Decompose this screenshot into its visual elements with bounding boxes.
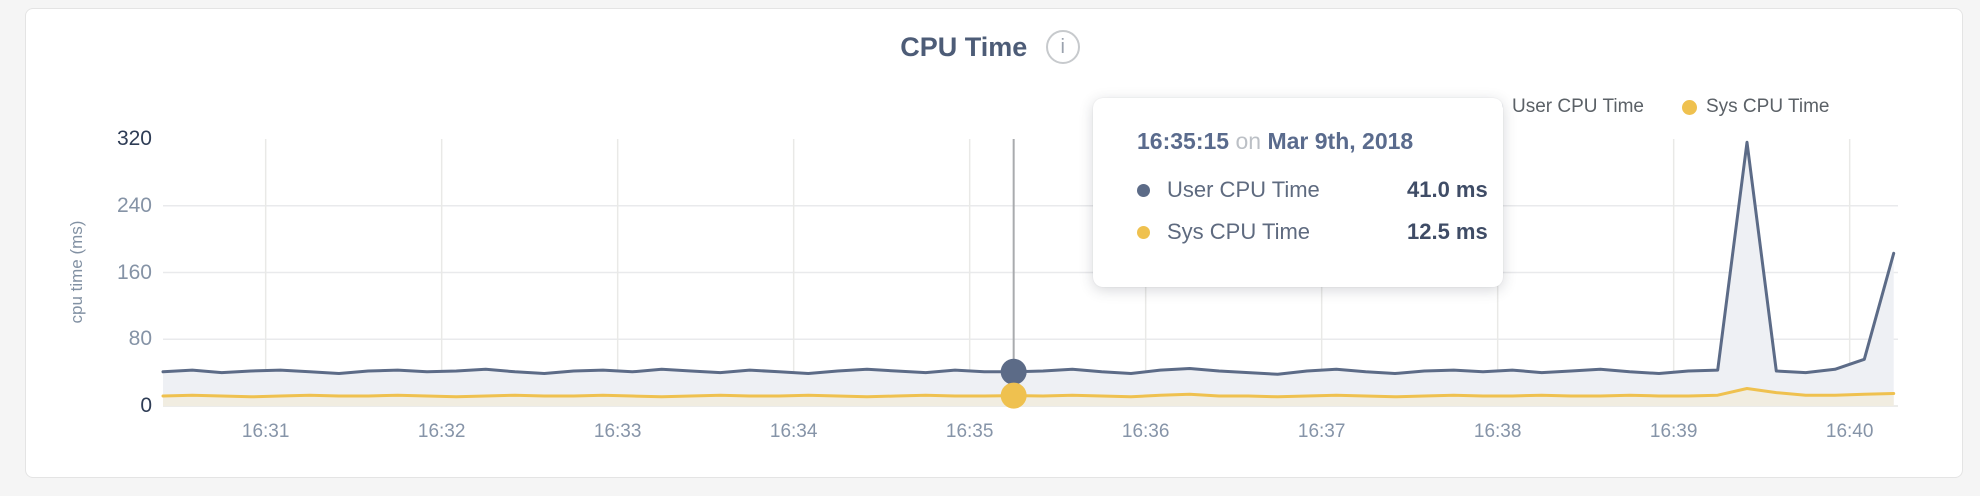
x-tick-label: 16:39	[1649, 421, 1698, 442]
tooltip-timestamp: 16:35:15 on Mar 9th, 2018	[1137, 128, 1413, 155]
chart-header: CPU Time i	[0, 30, 1980, 64]
tooltip-series-value: 41.0 ms	[1407, 177, 1488, 202]
chart-title: CPU Time	[900, 31, 1028, 62]
x-tick-label: 16:36	[1121, 421, 1170, 442]
tooltip-time: 16:35:15	[1137, 128, 1230, 154]
tooltip-series-label: User CPU Time	[1167, 177, 1320, 202]
tooltip-series-label: Sys CPU Time	[1167, 219, 1311, 244]
x-tick-label: 16:33	[593, 421, 642, 442]
x-tick-label: 16:35	[945, 421, 994, 442]
tooltip-date: Mar 9th, 2018	[1267, 128, 1414, 154]
x-tick-label: 16:34	[769, 421, 818, 442]
x-tick-label: 16:32	[417, 421, 466, 442]
legend-label: Sys CPU Time	[1705, 96, 1830, 117]
tooltip-sys-dot-icon	[1137, 225, 1150, 239]
tooltip-preposition: on	[1235, 128, 1262, 154]
legend-label: User CPU Time	[1512, 96, 1644, 117]
user-cpu-area	[163, 142, 1894, 407]
chart-legend: User CPU Time Sys CPU Time	[1488, 96, 1830, 118]
tooltip-series-value: 12.5 ms	[1407, 219, 1488, 244]
tooltip-user-dot-icon	[1137, 183, 1150, 197]
tooltip-row-user: User CPU Time 41.0 ms	[1137, 177, 1488, 203]
x-tick-label: 16:38	[1473, 421, 1522, 442]
x-tick-label: 16:31	[241, 421, 290, 442]
y-tick-label: 160	[116, 260, 152, 284]
tooltip-row-sys: Sys CPU Time 12.5 ms	[1137, 219, 1488, 245]
y-tick-label: 320	[116, 127, 152, 150]
y-tick-label: 0	[140, 394, 152, 417]
sys-cpu-line	[161, 387, 1896, 399]
info-icon[interactable]: i	[1045, 30, 1080, 64]
hover-point-sys	[1000, 382, 1027, 409]
legend-item-user[interactable]: User CPU Time	[1488, 96, 1644, 118]
y-tick-label: 80	[128, 327, 152, 351]
y-tick-label: 240	[116, 193, 152, 217]
user-cpu-line	[161, 140, 1896, 376]
legend-sys-dot-icon	[1681, 99, 1697, 115]
x-tick-label: 16:37	[1297, 421, 1346, 442]
chart-tooltip: 16:35:15 on Mar 9th, 2018 User CPU Time …	[1093, 98, 1503, 287]
x-tick-label: 16:40	[1825, 421, 1874, 442]
legend-item-sys[interactable]: Sys CPU Time	[1681, 96, 1830, 118]
hover-point-user	[1000, 358, 1027, 385]
